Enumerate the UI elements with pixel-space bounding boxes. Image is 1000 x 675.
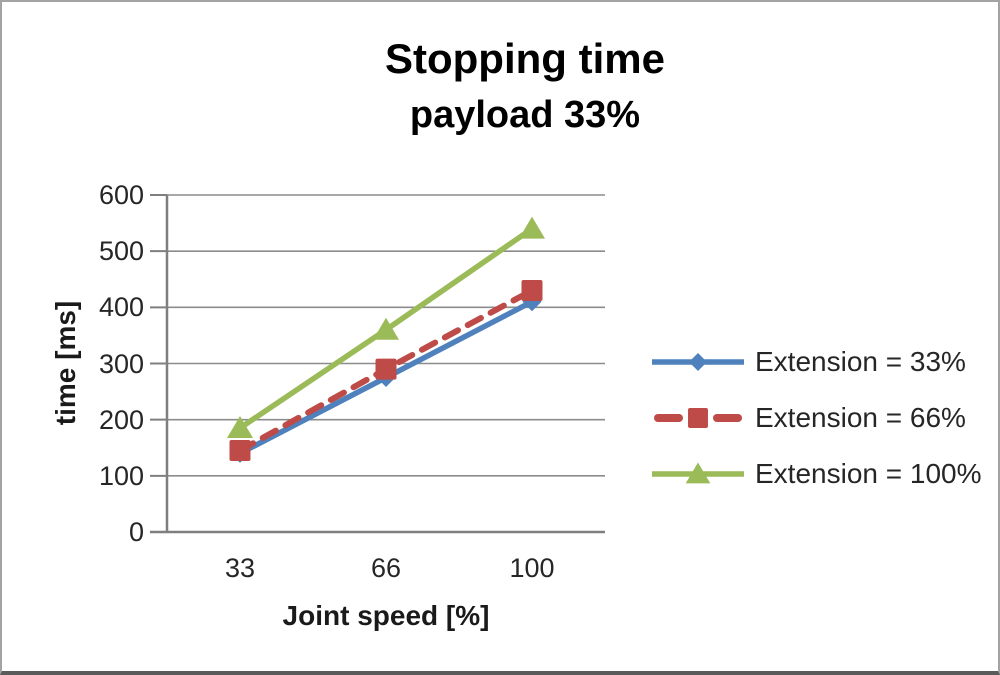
series-1-marker-2 [521, 279, 543, 301]
x-axis-title: Joint speed [%] [282, 600, 490, 631]
chart-subtitle: payload 33% [409, 94, 641, 136]
legend: Extension = 33% Extension = 66% Extension … [650, 334, 982, 502]
x-tick-label-33: 33 [224, 553, 256, 583]
legend-item-2: Extension = 100% [650, 446, 982, 502]
y-tick-label-300: 300 [98, 348, 144, 379]
series-2-marker-1 [373, 317, 399, 340]
legend-marker-square-icon [654, 408, 742, 428]
chart-title: Stopping time [385, 35, 665, 82]
legend-marker-shape-1 [688, 408, 708, 428]
legend-marker-shape-2 [685, 462, 711, 484]
legend-marker-diamond-icon [652, 352, 744, 372]
legend-item-1: Extension = 66% [650, 390, 982, 446]
y-tick-label-500: 500 [98, 236, 144, 267]
legend-label-2: Extension = 100% [755, 458, 982, 489]
series-2-marker-2 [519, 216, 545, 239]
series-1-marker-0 [229, 440, 251, 462]
y-tick-label-0: 0 [128, 517, 144, 547]
y-tick-label-600: 600 [98, 180, 144, 210]
chart-title-block: Stopping time payload 33% [25, 32, 998, 138]
x-tick-label-100: 100 [509, 553, 555, 583]
legend-marker-triangle-icon [652, 462, 744, 484]
series-2-marker-0 [227, 415, 253, 438]
y-tick-label-100: 100 [98, 460, 144, 491]
legend-label-0: Extension = 33% [755, 346, 966, 377]
legend-label-1: Extension = 66% [755, 402, 966, 433]
y-tick-label-200: 200 [98, 404, 144, 435]
series-1-marker-1 [375, 358, 397, 380]
x-tick-label-66: 66 [370, 553, 402, 583]
y-tick-label-400: 400 [98, 292, 144, 323]
legend-marker-shape-0 [688, 352, 708, 372]
legend-item-0: Extension = 33% [650, 334, 982, 390]
